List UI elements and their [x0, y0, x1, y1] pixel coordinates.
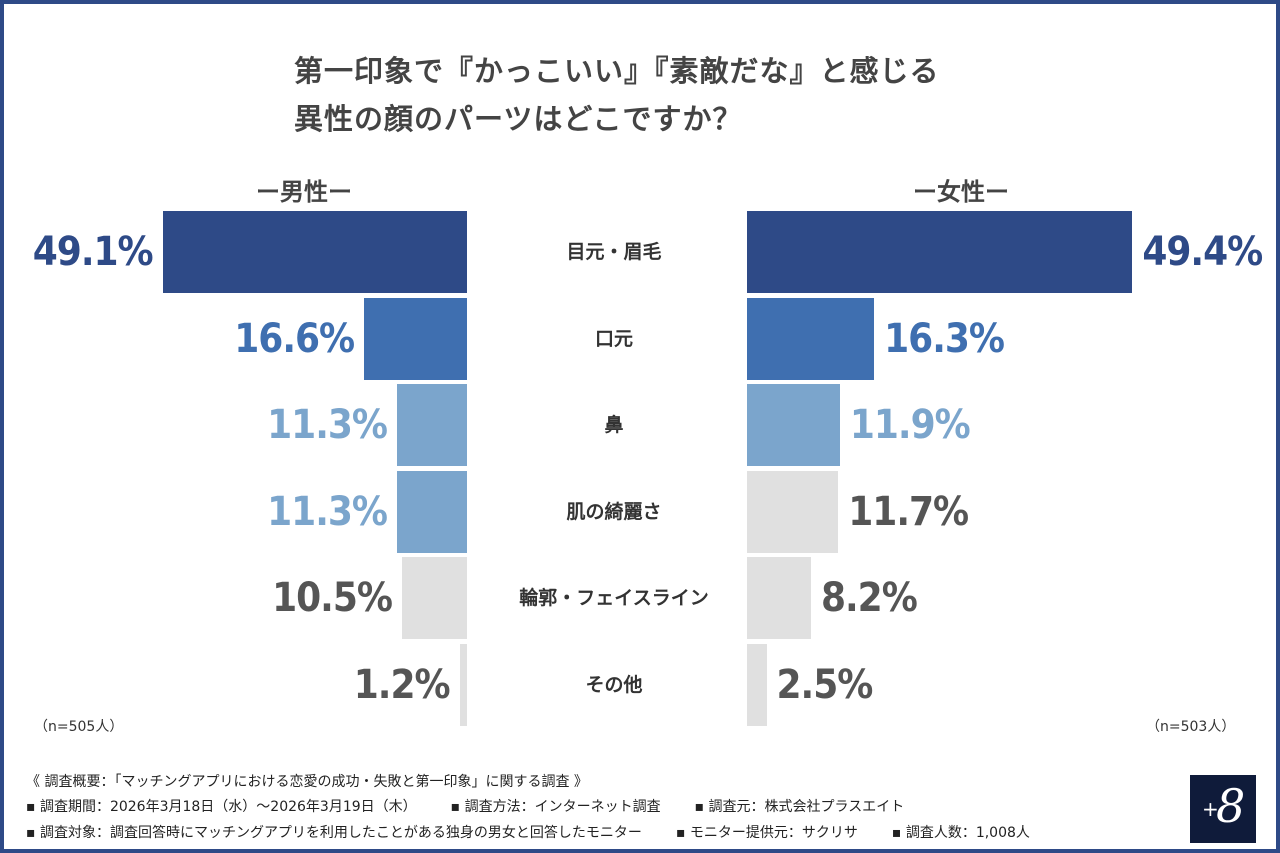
- female-bar: [747, 384, 840, 467]
- female-n: （n=503人）: [1146, 719, 1236, 735]
- female-value-label: 16.3%: [884, 315, 1005, 362]
- male-bar: [396, 384, 467, 467]
- male-bar: [459, 644, 467, 726]
- male-value-label: 11.3%: [267, 402, 388, 449]
- footer-target: ▪ 調査対象：調査回答時にマッチングアプリを利用したことがある独身の男女と回答し…: [26, 825, 642, 841]
- footer-count: ▪ 調査人数：1,008人: [891, 825, 1030, 841]
- female-value-label: 11.9%: [849, 402, 971, 449]
- male-value-label: 10.5%: [272, 575, 393, 622]
- female-value-label: 49.4%: [1142, 229, 1263, 275]
- footer-summary: 《 調査概要：「マッチングアプリにおける恋愛の成功・失敗と第一印象」に関する調査…: [26, 774, 588, 790]
- female-value-label: 2.5%: [776, 662, 874, 708]
- chart-title-line2: 異性の顔のパーツはどこですか？: [294, 102, 743, 136]
- male-n: （n=505人）: [34, 719, 124, 735]
- male-bar: [401, 557, 467, 640]
- female-bar: [747, 297, 875, 380]
- male-value-label: 11.3%: [267, 488, 388, 535]
- category-label: 口元: [594, 327, 633, 350]
- footer-row2: ▪ 調査期間：2026年3月18日（水）～2026年3月19日（木） ▪ 調査方法…: [26, 796, 938, 816]
- male-bar: [396, 470, 467, 553]
- footer-provider: ▪ モニター提供元：サクリサ: [675, 825, 858, 841]
- male-value-label: 1.2%: [353, 662, 451, 708]
- category-label: 輪郭・フェイスライン: [519, 587, 709, 610]
- male-bar: [364, 297, 467, 380]
- female-bar: [747, 470, 839, 553]
- logo-eight: 8: [1216, 779, 1246, 833]
- chart-title-line1: 第一印象で『かっこいい』『素敵だな』と感じる: [294, 54, 940, 88]
- footer-method: ▪ 調査方法：インターネット調査: [450, 799, 661, 815]
- footer-source: ▪ 調査元：株式会社プラスエイト: [694, 799, 905, 815]
- footer-row3: ▪ 調査対象：調査回答時にマッチングアプリを利用したことがある独身の男女と回答し…: [26, 822, 1064, 842]
- female-value-label: 11.7%: [848, 488, 969, 535]
- chart-frame: 第一印象で『かっこいい』『素敵だな』と感じる 異性の顔のパーツはどこですか？ ー…: [4, 4, 1276, 849]
- male-value-label: 16.6%: [234, 315, 355, 362]
- female-bar: [747, 644, 767, 726]
- female-bar: [747, 211, 1133, 293]
- male-bar: [162, 211, 467, 293]
- category-label: 肌の綺麗さ: [566, 500, 662, 523]
- logo-plus: +: [1202, 797, 1219, 821]
- category-label: その他: [585, 674, 643, 696]
- plus-eight-logo: + 8: [1190, 775, 1256, 843]
- category-label: 鼻: [604, 414, 624, 437]
- female-header: ー女性ー: [913, 178, 1009, 206]
- female-value-label: 8.2%: [820, 575, 918, 622]
- male-value-label: 49.1%: [32, 229, 154, 275]
- female-bar: [747, 557, 811, 640]
- male-header: ー男性ー: [256, 178, 352, 206]
- footer-period: ▪ 調査期間：2026年3月18日（水）～2026年3月19日（木）: [26, 799, 417, 815]
- category-label: 目元・眉毛: [566, 241, 662, 263]
